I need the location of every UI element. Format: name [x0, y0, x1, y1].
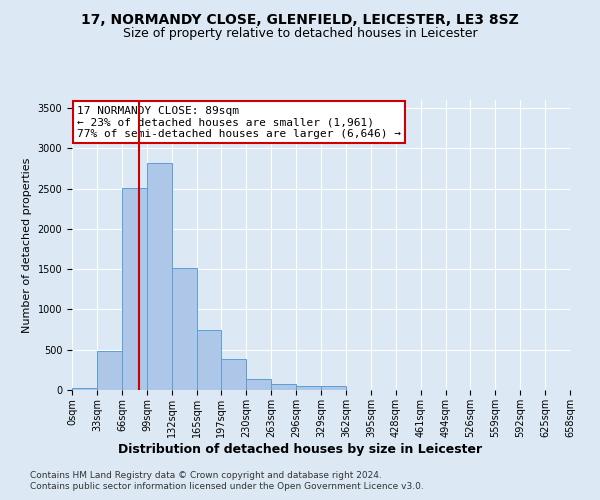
Text: Contains public sector information licensed under the Open Government Licence v3: Contains public sector information licen…	[30, 482, 424, 491]
Text: Size of property relative to detached houses in Leicester: Size of property relative to detached ho…	[122, 28, 478, 40]
Text: 17 NORMANDY CLOSE: 89sqm
← 23% of detached houses are smaller (1,961)
77% of sem: 17 NORMANDY CLOSE: 89sqm ← 23% of detach…	[77, 106, 401, 139]
Bar	[72, 388, 97, 390]
Text: Distribution of detached houses by size in Leicester: Distribution of detached houses by size …	[118, 442, 482, 456]
Bar	[246, 378, 271, 390]
Bar	[172, 268, 197, 390]
Text: Contains HM Land Registry data © Crown copyright and database right 2024.: Contains HM Land Registry data © Crown c…	[30, 471, 382, 480]
Bar	[122, 188, 147, 390]
Bar	[147, 163, 172, 390]
Bar	[296, 386, 321, 390]
Y-axis label: Number of detached properties: Number of detached properties	[22, 158, 32, 332]
Bar	[271, 384, 296, 390]
Text: 17, NORMANDY CLOSE, GLENFIELD, LEICESTER, LE3 8SZ: 17, NORMANDY CLOSE, GLENFIELD, LEICESTER…	[81, 12, 519, 26]
Bar	[321, 386, 346, 390]
Bar	[197, 330, 221, 390]
Bar	[221, 358, 246, 390]
Bar	[97, 352, 122, 390]
